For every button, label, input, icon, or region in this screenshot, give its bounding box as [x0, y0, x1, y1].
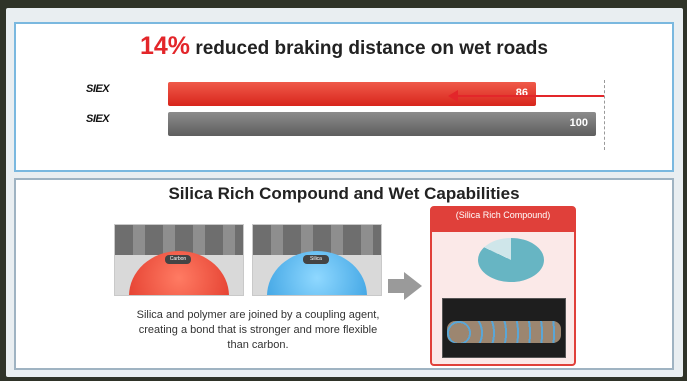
difference-arrow [454, 95, 604, 97]
section-title: Silica Rich Compound and Wet Capabilitie… [168, 184, 520, 203]
bar-value-label: 86 [515, 87, 528, 99]
micrograph-particles [447, 321, 561, 343]
braking-panel: 14% reduced braking distance on wet road… [14, 22, 674, 172]
arrow-right-icon [404, 272, 422, 300]
arrow-stem [388, 279, 404, 293]
silica-diagram: Silica [252, 224, 382, 296]
polymer-gears-illustration [115, 225, 243, 255]
arrow-head-icon [448, 90, 458, 102]
silica-panel: Silica Rich Compound and Wet Capabilitie… [14, 178, 674, 370]
tire-logo: SIEX [86, 83, 110, 95]
silica-label: Silica [303, 255, 329, 264]
headline-text: reduced braking distance on wet roads [195, 38, 548, 59]
bar-reduced: 86 [168, 82, 536, 106]
micrograph-image [442, 298, 566, 358]
card-title: (Silica Rich Compound) [432, 208, 574, 232]
silica-card: (Silica Rich Compound) [430, 206, 576, 366]
braking-headline: 14% reduced braking distance on wet road… [16, 32, 672, 61]
bar-baseline: 100 [168, 112, 596, 136]
bar-value-label: 100 [569, 117, 588, 129]
section-caption: Silica and polymer are joined by a coupl… [136, 309, 380, 351]
silica-pie-chart [478, 238, 544, 282]
tire-logo: SIEX [86, 113, 110, 125]
polymer-gears-illustration [253, 225, 381, 255]
reference-line [604, 80, 605, 150]
carbon-label: Carbon [165, 255, 191, 264]
headline-percent: 14% [140, 32, 191, 60]
carbon-diagram: Carbon [114, 224, 244, 296]
